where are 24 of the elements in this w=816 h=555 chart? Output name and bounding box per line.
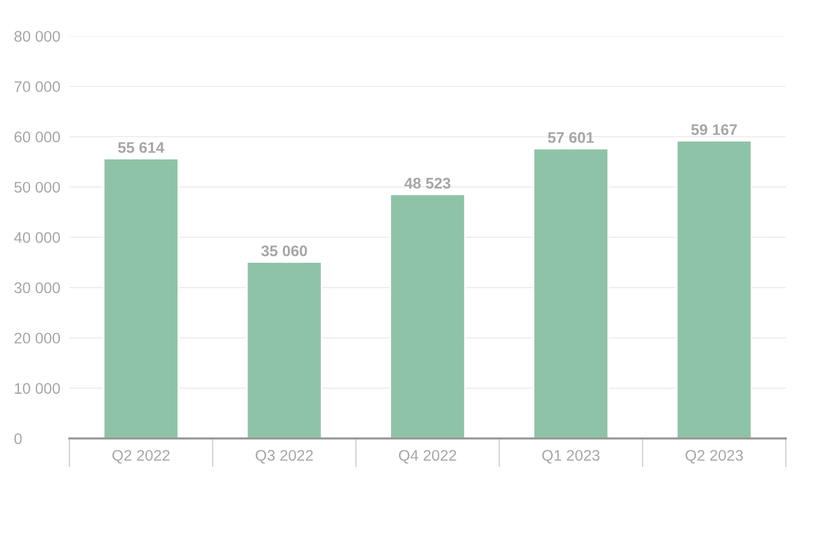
data-label: 55 614 — [118, 142, 164, 153]
data-label: 59 167 — [691, 124, 737, 136]
y-tick-label: 20 000 — [14, 332, 60, 344]
data-label: 48 523 — [404, 178, 450, 189]
y-tick-label: 0 — [14, 433, 22, 444]
bar — [532, 148, 609, 438]
x-tick-label: Q2 2022 — [112, 450, 170, 464]
data-label: 35 060 — [261, 245, 308, 256]
bar — [390, 194, 466, 438]
data-label: 57 601 — [548, 132, 594, 143]
x-tick-label: Q3 2022 — [256, 450, 313, 464]
bar — [676, 140, 752, 438]
x-tick-label: Q2 2023 — [686, 450, 743, 464]
y-tick-label: 30 000 — [14, 282, 60, 294]
y-tick-label: 40 000 — [14, 232, 60, 243]
y-tick-label: 80 000 — [14, 30, 60, 42]
y-tick-label: 70 000 — [14, 81, 60, 92]
bar — [246, 261, 322, 438]
x-tick-label: Q4 2022 — [399, 450, 456, 464]
x-tick-label: Q1 2023 — [542, 450, 600, 464]
y-tick-label: 60 000 — [14, 132, 60, 142]
y-tick-label: 50 000 — [14, 182, 60, 193]
y-tick-label: 10 000 — [14, 383, 60, 394]
bar — [103, 158, 179, 438]
